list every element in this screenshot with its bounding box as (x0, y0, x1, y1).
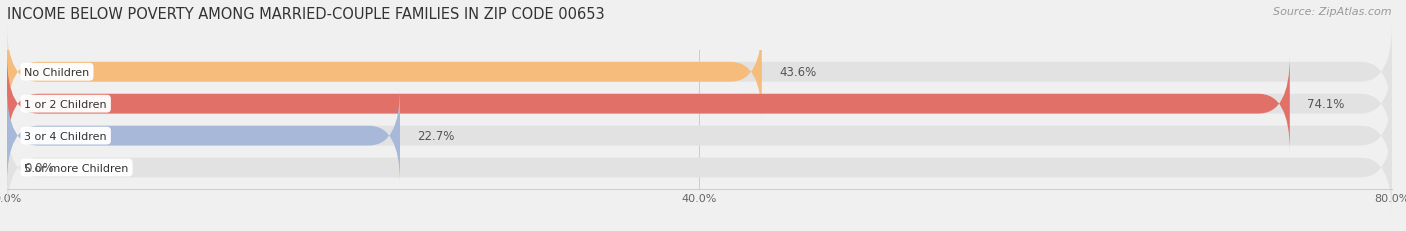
Text: 5 or more Children: 5 or more Children (24, 163, 129, 173)
Text: INCOME BELOW POVERTY AMONG MARRIED-COUPLE FAMILIES IN ZIP CODE 00653: INCOME BELOW POVERTY AMONG MARRIED-COUPL… (7, 7, 605, 22)
FancyBboxPatch shape (7, 57, 1392, 152)
Text: 3 or 4 Children: 3 or 4 Children (24, 131, 107, 141)
Text: Source: ZipAtlas.com: Source: ZipAtlas.com (1274, 7, 1392, 17)
Text: 1 or 2 Children: 1 or 2 Children (24, 99, 107, 109)
FancyBboxPatch shape (7, 57, 1289, 152)
FancyBboxPatch shape (7, 25, 1392, 120)
Text: 0.0%: 0.0% (24, 161, 53, 174)
Text: No Children: No Children (24, 67, 90, 77)
Text: 43.6%: 43.6% (779, 66, 817, 79)
Text: 74.1%: 74.1% (1308, 98, 1344, 111)
Text: 22.7%: 22.7% (418, 130, 454, 143)
FancyBboxPatch shape (7, 120, 1392, 215)
FancyBboxPatch shape (7, 89, 1392, 183)
FancyBboxPatch shape (7, 89, 399, 183)
FancyBboxPatch shape (7, 25, 762, 120)
